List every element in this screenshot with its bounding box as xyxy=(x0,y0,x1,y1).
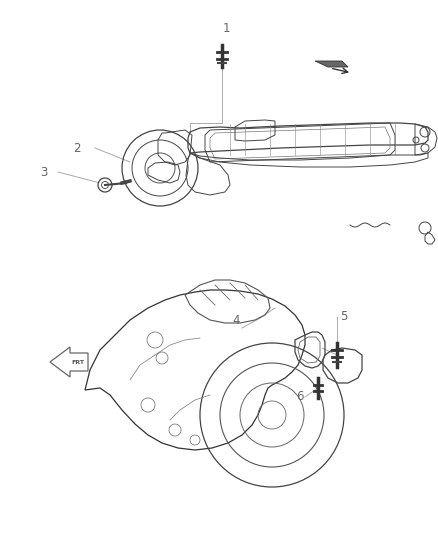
Text: 6: 6 xyxy=(296,391,304,403)
Text: 4: 4 xyxy=(232,313,240,327)
Text: 1: 1 xyxy=(222,21,230,35)
Text: FRT: FRT xyxy=(71,359,85,365)
Polygon shape xyxy=(315,61,348,67)
Text: 5: 5 xyxy=(340,311,348,324)
Circle shape xyxy=(98,178,112,192)
Text: 3: 3 xyxy=(40,166,48,179)
Text: 2: 2 xyxy=(73,141,81,155)
